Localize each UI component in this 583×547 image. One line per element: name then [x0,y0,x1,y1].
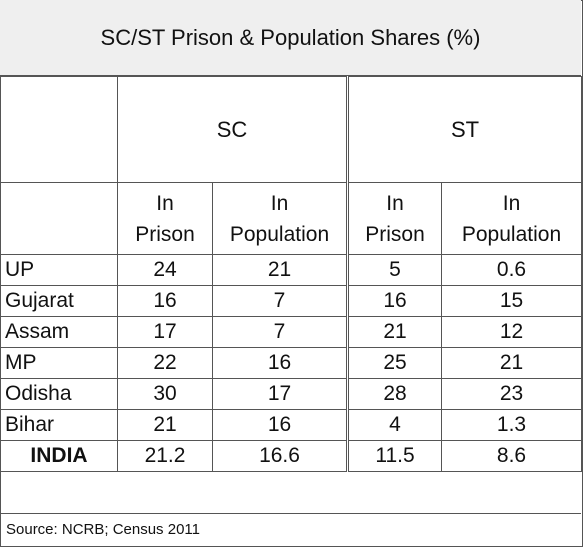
state-cell: Odisha [0,378,118,410]
state-cell: Gujarat [0,285,118,317]
subheader-st-population: In Population [441,182,582,255]
subheader-sc-population: In Population [212,182,348,255]
table-row: Odisha 30 17 28 23 [0,378,582,410]
sc-population-cell: 16 [212,347,348,379]
table-row: UP 24 21 5 0.6 [0,254,582,286]
empty-header-cell [0,76,118,183]
sc-prison-cell: 21.2 [117,440,213,472]
table-row: Gujarat 16 7 16 15 [0,285,582,317]
st-prison-cell: 25 [346,347,442,379]
table-row: Bihar 21 16 4 1.3 [0,409,582,441]
sc-population-cell: 21 [212,254,348,286]
empty-subheader-cell [0,182,118,255]
st-population-cell: 12 [441,316,582,348]
group-header-sc: SC [117,76,348,183]
sc-population-cell: 16 [212,409,348,441]
sc-population-cell: 7 [212,285,348,317]
sc-prison-cell: 30 [117,378,213,410]
group-header-st: ST [346,76,582,183]
subheader-sc-prison: In Prison [117,182,213,255]
state-cell: INDIA [0,440,118,472]
sc-prison-cell: 22 [117,347,213,379]
st-prison-cell: 16 [346,285,442,317]
sc-population-cell: 7 [212,316,348,348]
table-row: MP 22 16 25 21 [0,347,582,379]
sc-population-cell: 17 [212,378,348,410]
state-cell: Assam [0,316,118,348]
st-population-cell: 21 [441,347,582,379]
table-row: Assam 17 7 21 12 [0,316,582,348]
state-cell: MP [0,347,118,379]
st-population-cell: 8.6 [441,440,582,472]
sc-prison-cell: 17 [117,316,213,348]
st-prison-cell: 21 [346,316,442,348]
table-title: SC/ST Prison & Population Shares (%) [0,0,581,76]
sc-prison-cell: 16 [117,285,213,317]
subheader-st-prison: In Prison [346,182,442,255]
st-population-cell: 0.6 [441,254,582,286]
table-row: INDIA 21.2 16.6 11.5 8.6 [0,440,582,472]
st-prison-cell: 4 [346,409,442,441]
sc-prison-cell: 24 [117,254,213,286]
st-prison-cell: 11.5 [346,440,442,472]
sc-prison-cell: 21 [117,409,213,441]
st-population-cell: 23 [441,378,582,410]
sc-st-table: SC ST In Prison In Population In Prison In P… [0,76,582,472]
source-note: Source: NCRB; Census 2011 [0,513,581,546]
st-population-cell: 15 [441,285,582,317]
st-prison-cell: 28 [346,378,442,410]
st-population-cell: 1.3 [441,409,582,441]
sc-population-cell: 16.6 [212,440,348,472]
state-cell: Bihar [0,409,118,441]
st-prison-cell: 5 [346,254,442,286]
state-cell: UP [0,254,118,286]
